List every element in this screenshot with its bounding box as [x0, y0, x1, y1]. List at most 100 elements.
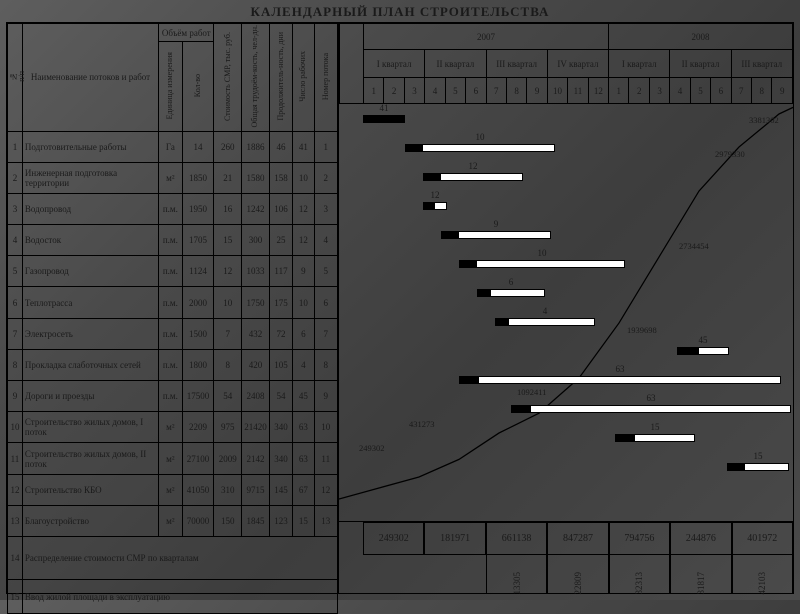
row-e: 2 — [314, 162, 338, 193]
row-name: Дороги и проезды — [22, 381, 158, 412]
row-a: 7 — [214, 318, 242, 349]
gantt-label: 12 — [423, 190, 447, 200]
month: 5 — [690, 78, 710, 104]
quarter: II квартал — [670, 50, 731, 78]
row-q: 1124 — [182, 256, 214, 287]
row-d: 63 — [293, 412, 314, 443]
row-name: Инженерная подготовка территории — [22, 162, 158, 193]
gantt-label: 63 — [459, 364, 781, 374]
hdr-c3: Продолжитель-ность, дни — [277, 32, 285, 120]
month: 4 — [670, 78, 690, 104]
month: 10 — [547, 78, 567, 104]
row-b: 300 — [242, 225, 270, 256]
year-2007: 2007 — [364, 24, 609, 50]
row-n: 4 — [8, 225, 23, 256]
hdr-name: Наименование потоков и работ — [22, 24, 158, 132]
row-n: 9 — [8, 381, 23, 412]
area-cell: 22809 — [547, 555, 608, 594]
month: 2 — [629, 78, 649, 104]
row-u: Га — [159, 131, 182, 162]
curve-label: 249302 — [359, 443, 385, 453]
row-u: п.м. — [159, 381, 182, 412]
hdr-num: №п/п — [10, 71, 26, 82]
curve-label: 2979330 — [715, 149, 745, 159]
month: 3 — [404, 78, 424, 104]
gantt-label: 45 — [677, 335, 729, 345]
footer-area: 2493021819716611388472877947562448764019… — [339, 521, 793, 593]
row-b: 21420 — [242, 412, 270, 443]
row-q: 1950 — [182, 193, 214, 224]
quarter: II квартал — [425, 50, 486, 78]
row-n: 8 — [8, 349, 23, 380]
row-b: 2142 — [242, 443, 270, 474]
curve-label: 1939698 — [627, 325, 657, 335]
cost-cell: 181971 — [424, 522, 485, 555]
gantt-bar — [459, 260, 625, 268]
gantt-bar-fill — [459, 376, 479, 384]
row-a: 15 — [214, 225, 242, 256]
row-b: 1580 — [242, 162, 270, 193]
left-table: №п/п Наименование потоков и работ Объём … — [7, 23, 339, 593]
row-q: 14 — [182, 131, 214, 162]
row-d: 6 — [293, 318, 314, 349]
row-n: 1 — [8, 131, 23, 162]
row-u: м² — [159, 443, 182, 474]
row-a: 16 — [214, 193, 242, 224]
row-e: 12 — [314, 474, 338, 505]
row-q: 1500 — [182, 318, 214, 349]
gantt-label: 12 — [423, 161, 523, 171]
row-u: п.м. — [159, 193, 182, 224]
gantt-row: 63 — [339, 393, 793, 422]
gantt-bar-fill — [495, 318, 509, 326]
curve-label: 1092411 — [517, 387, 546, 397]
curve-label: 3381302 — [749, 115, 779, 125]
row-c: 25 — [269, 225, 292, 256]
row-n: 7 — [8, 318, 23, 349]
row-name: Строительство жилых домов, II поток — [22, 443, 158, 474]
row-n: 3 — [8, 193, 23, 224]
gantt-bar — [405, 144, 555, 152]
row-c: 123 — [269, 505, 292, 536]
row-q: 2000 — [182, 287, 214, 318]
month: 8 — [506, 78, 526, 104]
row-n: 13 — [8, 505, 23, 536]
row-b: 1033 — [242, 256, 270, 287]
gantt-bar-fill — [727, 463, 745, 471]
month: 12 — [588, 78, 608, 104]
month: 8 — [752, 78, 772, 104]
gantt-bar — [495, 318, 595, 326]
row-e: 8 — [314, 349, 338, 380]
row-name: Водосток — [22, 225, 158, 256]
row-a: 310 — [214, 474, 242, 505]
gantt-label: 15 — [615, 422, 695, 432]
row-c: 340 — [269, 443, 292, 474]
row-u: м² — [159, 162, 182, 193]
quarter: III квартал — [731, 50, 792, 78]
gantt-row: 45 — [339, 335, 793, 364]
row-d: 12 — [293, 225, 314, 256]
month: 7 — [486, 78, 506, 104]
cost-cell: 847287 — [547, 522, 608, 555]
fr15-name: Ввод жилой площади в эксплуатацию — [22, 580, 337, 614]
row-name: Водопровод — [22, 193, 158, 224]
gantt-bar-fill — [441, 231, 459, 239]
gantt-row: 15 — [339, 422, 793, 451]
gantt-row: 15 — [339, 451, 793, 480]
row-name: Газопровод — [22, 256, 158, 287]
row-q: 41050 — [182, 474, 214, 505]
gantt-bar-fill — [423, 173, 441, 181]
cost-cell: 244876 — [670, 522, 731, 555]
month: 4 — [425, 78, 445, 104]
cost-cell: 794756 — [609, 522, 670, 555]
row-c: 175 — [269, 287, 292, 318]
page-title: КАЛЕНДАРНЫЙ ПЛАН СТРОИТЕЛЬСТВА — [0, 0, 800, 22]
row-q: 70000 — [182, 505, 214, 536]
row-e: 5 — [314, 256, 338, 287]
cost-cell: 661138 — [486, 522, 547, 555]
row-a: 21 — [214, 162, 242, 193]
row-u: п.м. — [159, 225, 182, 256]
row-n: 5 — [8, 256, 23, 287]
gantt-row: 6 — [339, 277, 793, 306]
row-name: Прокладка слаботочных сетей — [22, 349, 158, 380]
gantt-label: 10 — [459, 248, 625, 258]
